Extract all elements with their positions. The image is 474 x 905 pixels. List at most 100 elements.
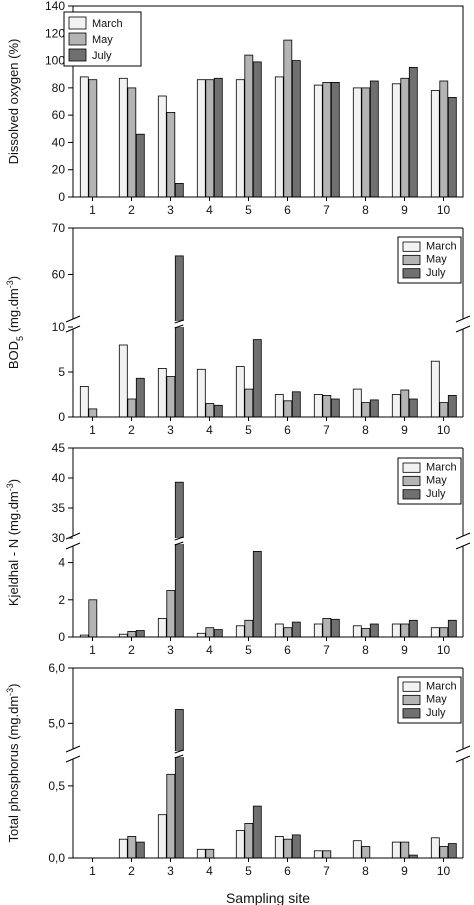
bar [352,388,362,418]
axis-break-gap [65,749,81,759]
y-axis-label: Kjeldhal - N (mg.dm-3) [5,479,21,606]
y-tick-label: 60 [52,108,66,122]
bar [118,838,128,859]
bar [361,87,371,198]
axis-break-mark [455,542,471,550]
x-tick-label: 8 [362,864,369,878]
x-tick-label: 1 [89,643,96,657]
bar [430,360,440,418]
y-tick-label: 100 [45,54,65,68]
legend-swatch [402,694,421,706]
bar [330,398,340,418]
bar [430,837,440,859]
x-tick-label: 7 [323,864,330,878]
bar-break-mark [174,319,184,324]
axis-break-gap [65,319,81,329]
bar [283,39,293,198]
bar [244,388,254,418]
x-tick-label: 6 [284,643,291,657]
x-tick-label: 9 [401,643,408,657]
x-tick-label: 8 [362,423,369,437]
bar [166,773,176,859]
bar [313,623,323,638]
bar-break-mark [174,749,184,754]
bar [439,402,449,418]
legend-label: March [92,18,123,30]
bar [157,95,167,198]
legend-label: March [426,240,457,252]
x-tick-label: 9 [401,203,408,217]
bar [174,182,184,198]
x-tick-label: 6 [284,203,291,217]
y-tick-label: 80 [52,81,66,95]
bar [322,82,332,198]
x-tick-label: 1 [89,864,96,878]
bar [330,618,340,638]
bar [439,80,449,198]
bar-break-gap [173,538,185,544]
legend-swatch [68,16,87,30]
bar [118,77,128,198]
bar [166,590,176,638]
bar [274,394,284,418]
bar [439,846,449,859]
bar [235,830,245,859]
axis-break-mark [455,755,471,763]
axis-break-gap [455,536,471,546]
x-tick-label: 3 [167,643,174,657]
x-tick-label: 2 [128,423,135,437]
plot-frame [72,5,464,198]
bar-break-gap [173,751,185,757]
bar [291,621,301,638]
y-tick-label: 45 [52,441,66,455]
y-tick-label: 6,0 [48,661,65,675]
bar [391,623,401,638]
legend-label: March [426,680,457,692]
legend-label: July [426,488,446,500]
axis-break-gap [65,536,81,546]
bar [313,850,323,859]
y-tick-label: 0 [58,190,65,204]
y-tick-label: 5,0 [48,716,65,730]
bar [352,87,362,198]
legend-label: July [426,707,446,719]
bar [400,841,410,859]
bar [408,398,418,418]
axis-break-mark [455,315,471,323]
bar [174,709,184,859]
x-tick-label: 3 [167,423,174,437]
x-tick-label: 9 [401,423,408,437]
bar [213,77,223,198]
bar [174,255,184,418]
x-tick-label: 7 [323,643,330,657]
x-tick-label: 4 [206,643,213,657]
x-tick-label: 10 [437,203,451,217]
y-tick-label: 2 [58,593,65,607]
x-tick-label: 4 [206,864,213,878]
bar [369,80,379,198]
break-band [74,537,462,545]
axis-break-mark [455,325,471,333]
bar [79,385,89,418]
legend-swatch [402,462,421,473]
bar [157,367,167,418]
y-tick-label: 0,0 [48,851,65,865]
bar [283,627,293,638]
y-axis-label: Dissolved oxygen (%) [6,39,21,165]
break-band [74,320,462,328]
y-axis-label: BOD5 (mg.dm-3) [5,276,25,369]
bar [135,377,145,418]
legend-label: May [92,34,113,46]
bar [274,76,284,198]
x-tick-label: 5 [245,643,252,657]
bar [391,83,401,198]
legend-label: May [426,475,447,487]
bar [361,846,371,859]
bar [430,627,440,638]
x-tick-label: 10 [437,423,451,437]
bar [127,631,137,638]
